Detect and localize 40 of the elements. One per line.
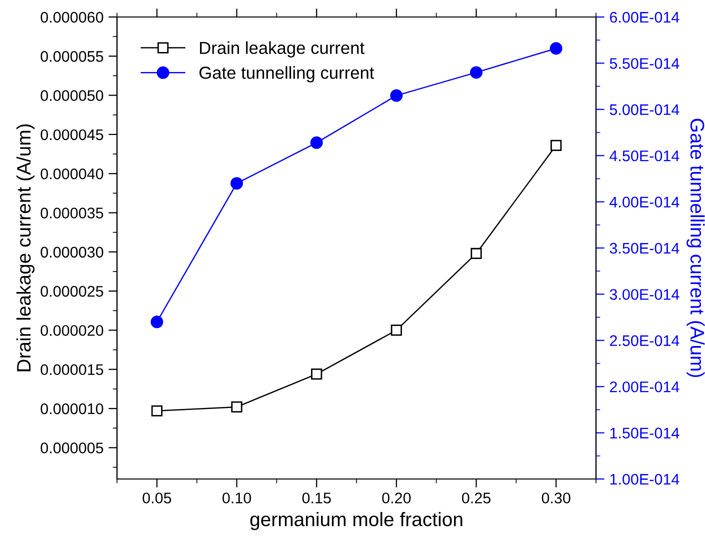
y2-tick-label: 4.50E-014 (610, 150, 680, 162)
y2-tick-label: 2.50E-014 (610, 335, 680, 346)
x-tick-label: 0.05 (142, 492, 172, 504)
legend-label: Drain leakage current (200, 41, 364, 58)
x-tick-label: 0.20 (382, 492, 411, 504)
point (311, 368, 322, 380)
y2-tick-label: 2.00E-014 (610, 381, 680, 392)
y-tick-label: 0.000005 (40, 442, 104, 454)
y2-tick-label: 4.00E-014 (610, 196, 680, 208)
y2-tick-label: 5.00E-014 (610, 104, 680, 116)
y2-axis-title: Gate tunnelling current (A/um) (686, 118, 705, 378)
y-tick-label: 0.000040 (40, 168, 104, 180)
x-tick-label: 0.15 (302, 492, 331, 504)
y-tick-label: 0.000010 (40, 403, 104, 414)
x-tick-label: 0.10 (222, 492, 252, 504)
point (550, 140, 562, 151)
y-tick-label: 0.000015 (40, 364, 104, 376)
point (231, 401, 242, 413)
y2-tick-label: 3.50E-014 (610, 242, 680, 254)
x-tick-label: 0.25 (462, 492, 490, 504)
y2-tick-label: 3.00E-014 (610, 289, 680, 300)
y-tick-label: 0.000060 (40, 12, 104, 23)
point (151, 405, 162, 416)
y2-tick-label: 5.50E-014 (610, 58, 680, 69)
x-axis-title: germanium mole fraction (250, 512, 462, 530)
y-tick-label: 0.000050 (40, 90, 104, 101)
y2-tick-label: 1.00E-014 (610, 474, 680, 485)
point (390, 324, 402, 336)
legend-label: Gate tunnelling current (199, 66, 374, 82)
y2-tick-label: 1.50E-014 (610, 428, 680, 438)
point (470, 248, 482, 260)
y-tick-label: 0.000045 (40, 129, 104, 140)
y2-tick-label: 6.00E-014 (610, 12, 680, 23)
y-tick-label: 0.000035 (40, 208, 104, 218)
y-axis-title: Drain leakage current (A/um) (16, 124, 35, 372)
y-tick-label: 0.000030 (40, 246, 104, 258)
y-tick-label: 0.000055 (40, 51, 104, 62)
y-tick-label: 0.000025 (40, 286, 104, 297)
x-tick-label: 0.30 (542, 492, 570, 504)
y-tick-label: 0.000020 (40, 325, 104, 336)
